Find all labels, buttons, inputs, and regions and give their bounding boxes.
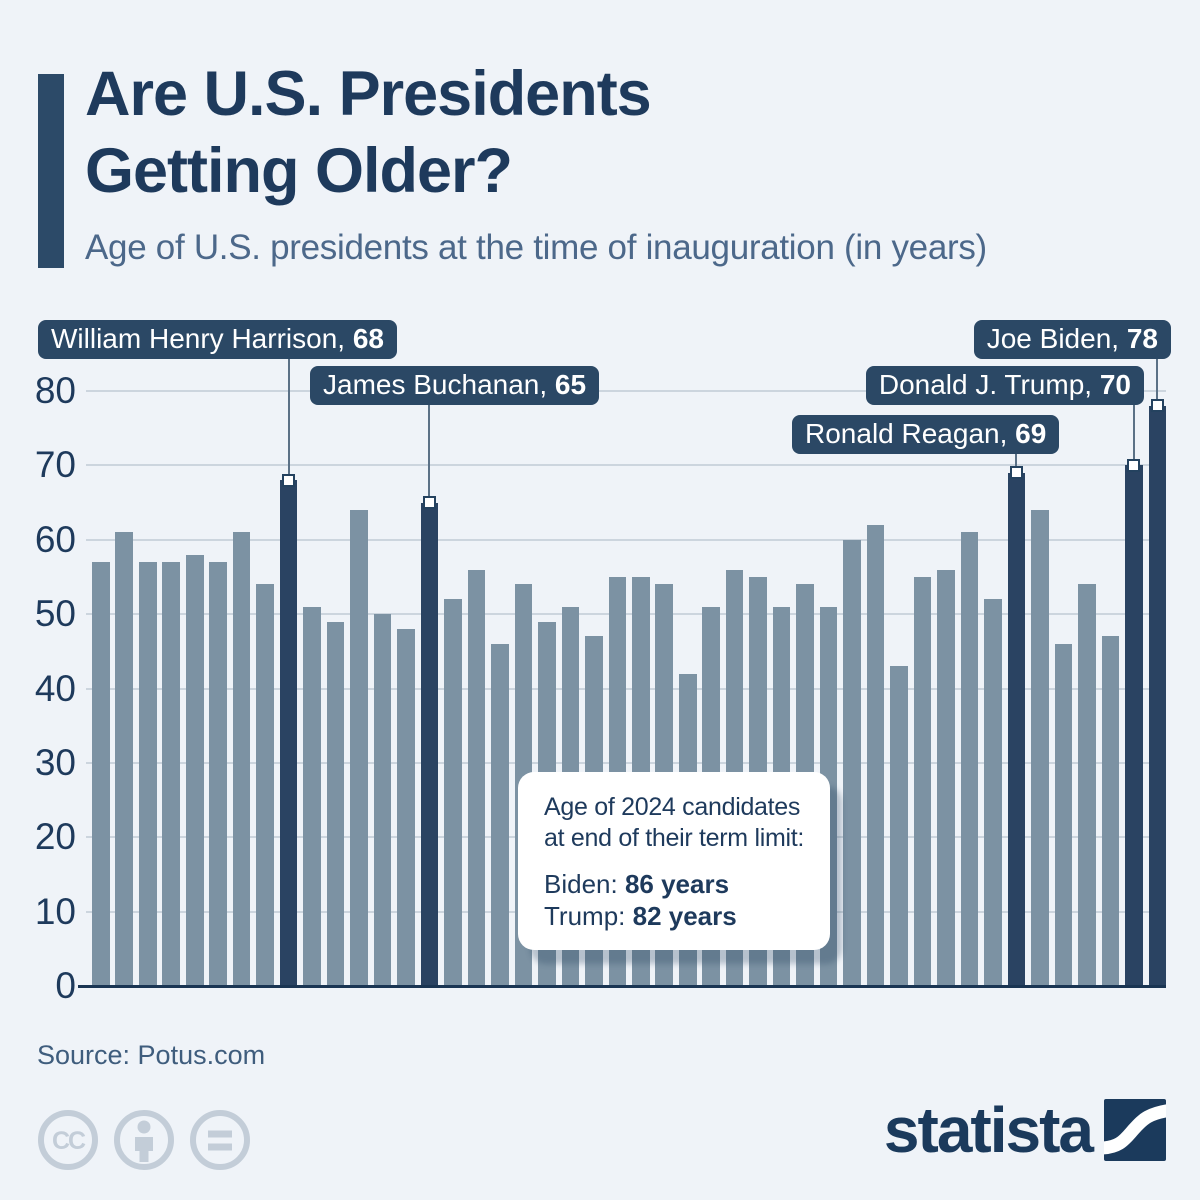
y-axis-label-10: 10	[34, 890, 76, 932]
license-icons: CC	[36, 1108, 252, 1172]
bar-39	[984, 599, 1002, 986]
person-icon[interactable]	[112, 1108, 176, 1172]
callout-marker-ronald-reagan	[1009, 466, 1023, 480]
callout-name: Joe Biden,	[986, 323, 1127, 354]
page-title: Are U.S. Presidents Getting Older?	[85, 59, 652, 206]
callout-marker-joe-biden	[1150, 399, 1164, 413]
callout-connector-ronald-reagan	[1015, 452, 1018, 467]
bar-45	[1125, 465, 1143, 986]
bar-43	[1078, 584, 1096, 986]
bar-18	[491, 643, 509, 986]
bar-11	[326, 621, 345, 986]
y-axis-label-50: 50	[34, 593, 76, 635]
title-accent-bar	[38, 74, 64, 268]
bar-42	[1054, 643, 1073, 986]
term-limit-info-box: Age of 2024 candidates at end of their t…	[518, 772, 831, 950]
bar-36	[913, 576, 932, 986]
bar-13	[373, 614, 392, 986]
equals-icon[interactable]	[188, 1108, 252, 1172]
bar-41	[1031, 510, 1049, 986]
callout-name: Donald J. Trump,	[878, 369, 1100, 400]
bar-2	[115, 532, 134, 986]
bar-17	[467, 569, 486, 986]
bar-4	[162, 562, 181, 986]
svg-text:CC: CC	[52, 1127, 86, 1155]
callout-ronald-reagan: Ronald Reagan, 69	[792, 415, 1060, 454]
bar-35	[890, 666, 908, 986]
callout-marker-william-henry-harrison	[282, 473, 296, 487]
callout-william-henry-harrison: William Henry Harrison, 68	[38, 320, 397, 359]
page-subtitle: Age of U.S. presidents at the time of in…	[85, 228, 987, 267]
gridline-80	[86, 390, 1166, 392]
callout-connector-joe-biden	[1156, 357, 1159, 400]
statista-wordmark: statista	[883, 1094, 1094, 1166]
bar-16	[444, 599, 462, 986]
bar-3	[138, 562, 157, 986]
statista-logo[interactable]: statista	[884, 1098, 1166, 1162]
callout-marker-donald-j-trump	[1127, 458, 1141, 472]
callout-joe-biden: Joe Biden, 78	[973, 320, 1171, 359]
callout-value: 65	[554, 369, 587, 400]
bar-8	[256, 584, 274, 986]
bar-34	[866, 524, 885, 986]
bar-14	[397, 629, 415, 986]
callout-connector-james-buchanan	[428, 403, 431, 497]
bar-9	[279, 480, 298, 986]
y-axis-label-40: 40	[34, 667, 76, 709]
bar-46	[1148, 405, 1167, 986]
bar-37	[937, 569, 955, 986]
callout-name: James Buchanan,	[323, 369, 555, 400]
y-axis-label-30: 30	[34, 741, 76, 783]
bar-7	[232, 532, 251, 986]
info-line-1: Age of 2024 candidates	[544, 793, 801, 821]
bar-38	[960, 532, 979, 986]
statista-logo-mark	[1104, 1099, 1166, 1161]
y-axis-label-0: 0	[55, 965, 76, 1006]
y-axis-label-70: 70	[34, 444, 76, 486]
info-line-2: at end of their term limit:	[544, 824, 805, 852]
callout-name: William Henry Harrison,	[51, 323, 353, 354]
bar-33	[843, 539, 861, 986]
bar-6	[209, 562, 227, 986]
bar-44	[1101, 636, 1120, 986]
bar-15	[420, 502, 439, 986]
info-item-trump: Trump: 82 years	[544, 901, 737, 931]
gridline-60	[86, 538, 1166, 541]
callout-connector-donald-j-trump	[1132, 403, 1135, 460]
callout-marker-james-buchanan	[422, 496, 436, 510]
callout-value: 68	[352, 323, 384, 354]
y-axis-label-20: 20	[34, 816, 76, 858]
bar-40	[1007, 472, 1026, 986]
callout-value: 78	[1126, 323, 1158, 354]
cc-icon[interactable]: CC	[36, 1108, 100, 1172]
callout-value: 70	[1099, 369, 1131, 400]
callout-james-buchanan: James Buchanan, 65	[310, 366, 600, 405]
bar-10	[303, 606, 321, 986]
callout-value: 69	[1015, 418, 1047, 449]
bar-5	[185, 554, 204, 986]
y-axis-label-60: 60	[34, 518, 76, 560]
callout-connector-william-henry-harrison	[287, 357, 290, 475]
source-note: Source: Potus.com	[37, 1040, 266, 1070]
x-axis-line	[78, 985, 1166, 988]
callout-donald-j-trump: Donald J. Trump, 70	[865, 366, 1144, 405]
callout-name: Ronald Reagan,	[805, 418, 1016, 449]
y-axis-label-80: 80	[34, 370, 76, 411]
gridline-70	[86, 464, 1166, 467]
bar-1	[92, 562, 110, 986]
info-item-biden: Biden: 86 years	[544, 869, 730, 899]
bar-12	[350, 510, 368, 986]
